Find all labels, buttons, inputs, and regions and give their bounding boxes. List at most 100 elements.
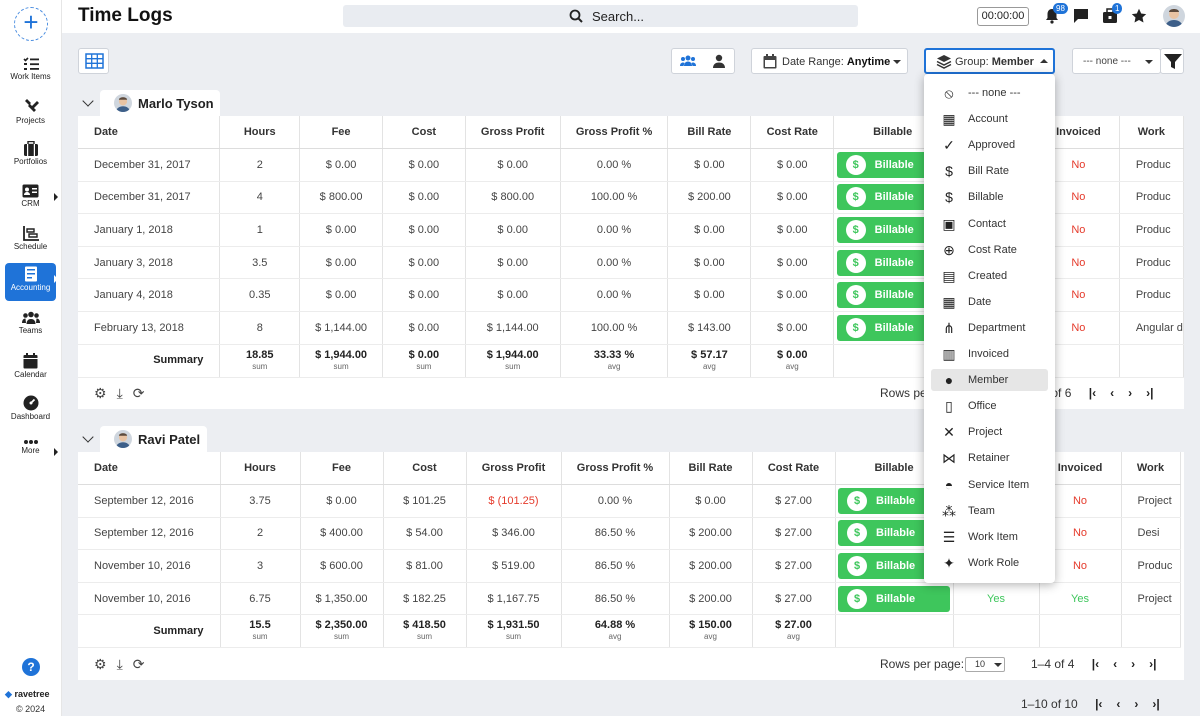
download-icon[interactable]: ⤓ xyxy=(116,385,123,401)
group-option-account[interactable]: ▦ Account xyxy=(931,108,1048,130)
group-header-tab[interactable]: Marlo Tyson xyxy=(100,90,220,116)
column-header[interactable]: Date xyxy=(78,116,221,150)
billable-label: Billable xyxy=(876,560,916,573)
help-icon[interactable]: ? xyxy=(22,658,40,676)
prev-page-button[interactable]: ‹ xyxy=(1113,657,1118,671)
settings-icon[interactable]: ⚙ xyxy=(94,385,107,401)
group-option-contact[interactable]: ▣ Contact xyxy=(931,213,1048,235)
caret-up-icon xyxy=(1040,59,1048,63)
rows-per-page-select[interactable]: 10 xyxy=(965,657,1005,672)
table-row[interactable]: November 10, 2016 6.75 $ 1,350.00 $ 182.25 $… xyxy=(78,582,1181,616)
money-bag-icon: $ xyxy=(945,189,953,206)
collapse-chevron-icon[interactable] xyxy=(82,95,94,107)
refresh-icon[interactable]: ⟳ xyxy=(132,385,145,401)
download-icon[interactable]: ⤓ xyxy=(116,656,123,672)
next-page-button[interactable]: › xyxy=(1131,657,1136,671)
sidebar-item-teams[interactable]: Teams xyxy=(5,308,56,346)
sidebar-item-calendar[interactable]: Calendar xyxy=(5,350,56,388)
refresh-icon[interactable]: ⟳ xyxy=(132,656,145,672)
column-header[interactable]: Bill Rate xyxy=(667,116,752,150)
group-option-created[interactable]: ▤ Created xyxy=(931,265,1048,287)
column-header[interactable]: Date xyxy=(78,452,221,486)
sidebar-item-work-items[interactable]: Work Items xyxy=(5,54,56,92)
group-option-bill-rate[interactable]: $ Bill Rate xyxy=(931,160,1048,182)
table-row[interactable]: December 31, 2017 4 $ 800.00 $ 0.00 $ 800.00… xyxy=(78,181,1185,215)
column-header[interactable]: Fee xyxy=(299,116,383,150)
star-icon[interactable] xyxy=(1131,8,1147,24)
first-page-button[interactable]: |‹ xyxy=(1088,386,1097,400)
sidebar-item-projects[interactable]: Projects xyxy=(5,96,56,134)
next-page-button[interactable]: › xyxy=(1134,697,1139,711)
table-cell: September 12, 2016 xyxy=(78,517,221,551)
sidebar-item-crm[interactable]: CRM xyxy=(5,181,58,219)
search-input[interactable]: Search... xyxy=(343,5,858,27)
group-option-retainer[interactable]: ⋈ Retainer xyxy=(931,447,1048,469)
group-option-office[interactable]: ▯ Office xyxy=(931,395,1048,417)
date-range-select[interactable]: Date Range: Anytime xyxy=(751,48,908,74)
grid-view-button[interactable] xyxy=(78,48,109,74)
group-option-approved[interactable]: ✓ Approved xyxy=(931,134,1048,156)
column-header[interactable]: Gross Profit % xyxy=(561,452,670,486)
settings-icon[interactable]: ⚙ xyxy=(94,656,107,672)
single-member-button[interactable] xyxy=(704,49,736,73)
office-icon: ▯ xyxy=(945,398,953,415)
group-option-member[interactable]: ● Member xyxy=(931,369,1048,392)
table-row[interactable]: December 31, 2017 2 $ 0.00 $ 0.00 $ 0.00 0.00… xyxy=(78,148,1185,182)
group-option-project[interactable]: ✕ Project xyxy=(931,421,1048,443)
collapse-chevron-icon[interactable] xyxy=(82,431,94,443)
column-header[interactable]: Gross Profit xyxy=(465,116,561,150)
column-header[interactable]: Cost Rate xyxy=(752,452,836,486)
column-header[interactable]: Work xyxy=(1121,452,1181,486)
sidebar-item-dashboard[interactable]: Dashboard xyxy=(5,392,56,430)
filter-button[interactable] xyxy=(1160,48,1184,74)
column-header[interactable]: Cost xyxy=(382,116,466,150)
prev-page-button[interactable]: ‹ xyxy=(1110,386,1115,400)
team-scope-button[interactable] xyxy=(672,49,704,73)
billable-button[interactable]: $ Billable xyxy=(838,585,950,612)
person-icon: ● xyxy=(944,372,954,389)
briefcase-icon[interactable] xyxy=(1102,8,1118,24)
column-header[interactable]: Hours xyxy=(219,116,301,150)
group-by-select[interactable]: Group: Member xyxy=(924,48,1055,74)
sidebar-item-accounting[interactable]: Accounting xyxy=(5,263,58,301)
table-row[interactable]: January 1, 2018 1 $ 0.00 $ 0.00 $ 0.00 0.00 %… xyxy=(78,213,1185,247)
column-header[interactable]: Fee xyxy=(300,452,384,486)
group-option-work-role[interactable]: ✦ Work Role xyxy=(931,552,1048,574)
column-header[interactable]: Bill Rate xyxy=(669,452,753,486)
first-page-button[interactable]: |‹ xyxy=(1095,697,1103,711)
group-option-none[interactable]: ⦸ --- none --- xyxy=(931,82,1048,104)
last-page-button[interactable]: ›| xyxy=(1149,657,1157,671)
next-page-button[interactable]: › xyxy=(1128,386,1133,400)
chat-icon[interactable] xyxy=(1073,8,1089,24)
billable-button[interactable]: $ Billable xyxy=(838,553,950,580)
group-option-cost-rate[interactable]: ⊕ Cost Rate xyxy=(931,239,1048,261)
sidebar-item-portfolios[interactable]: Portfolios xyxy=(5,138,56,176)
column-header[interactable]: Hours xyxy=(220,452,301,486)
column-header[interactable]: Work xyxy=(1119,116,1185,150)
secondary-group-select[interactable]: --- none --- xyxy=(1072,48,1161,74)
last-page-button[interactable]: ›| xyxy=(1146,386,1154,400)
group-member-name: Ravi Patel xyxy=(138,432,201,447)
sidebar-item-more[interactable]: More xyxy=(5,436,58,474)
group-option-work-item[interactable]: ☰ Work Item xyxy=(931,526,1048,548)
last-page-button[interactable]: ›| xyxy=(1152,697,1160,711)
group-option-service-item[interactable]: ◓ Service Item xyxy=(931,474,1048,496)
first-page-button[interactable]: |‹ xyxy=(1091,657,1100,671)
sidebar-item-schedule[interactable]: Schedule xyxy=(5,223,56,261)
column-header[interactable]: Gross Profit xyxy=(466,452,562,486)
group-option-department[interactable]: ⋔ Department xyxy=(931,317,1048,339)
member-scope-toggle[interactable] xyxy=(671,48,735,74)
user-avatar[interactable] xyxy=(1163,5,1185,27)
column-header[interactable]: Cost xyxy=(383,452,467,486)
group-option-billable[interactable]: $ Billable xyxy=(931,186,1048,208)
column-header[interactable]: Gross Profit % xyxy=(560,116,669,150)
table-cell: Produc xyxy=(1121,549,1181,583)
column-header[interactable]: Cost Rate xyxy=(750,116,835,150)
group-option-team[interactable]: ⁂ Team xyxy=(931,500,1048,522)
timer[interactable]: 00:00:00 xyxy=(977,7,1029,26)
group-header-tab[interactable]: Ravi Patel xyxy=(100,426,207,452)
group-option-date[interactable]: ▦ Date xyxy=(931,291,1048,313)
add-button[interactable]: + xyxy=(14,7,48,41)
prev-page-button[interactable]: ‹ xyxy=(1116,697,1121,711)
group-option-invoiced[interactable]: ▥ Invoiced xyxy=(931,343,1048,365)
